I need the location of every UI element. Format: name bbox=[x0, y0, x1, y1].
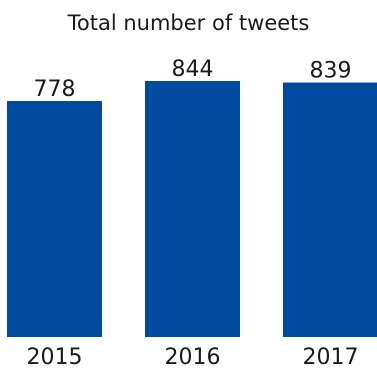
x-tick-label-2017: 2017 bbox=[303, 345, 359, 370]
chart-title: Total number of tweets bbox=[67, 11, 310, 35]
value-label-2016: 844 bbox=[172, 57, 214, 82]
value-label-2017: 839 bbox=[310, 59, 352, 84]
bar-2016 bbox=[145, 81, 240, 337]
bar-2015 bbox=[7, 101, 102, 338]
bars-group bbox=[7, 81, 377, 338]
x-tick-label-2015: 2015 bbox=[27, 345, 83, 370]
bar-2017 bbox=[283, 82, 377, 337]
x-tick-labels-group: 2015 2016 2017 bbox=[27, 345, 359, 370]
value-label-2015: 778 bbox=[34, 77, 76, 102]
x-tick-label-2016: 2016 bbox=[165, 345, 221, 370]
value-labels-group: 778 844 839 bbox=[34, 57, 352, 102]
